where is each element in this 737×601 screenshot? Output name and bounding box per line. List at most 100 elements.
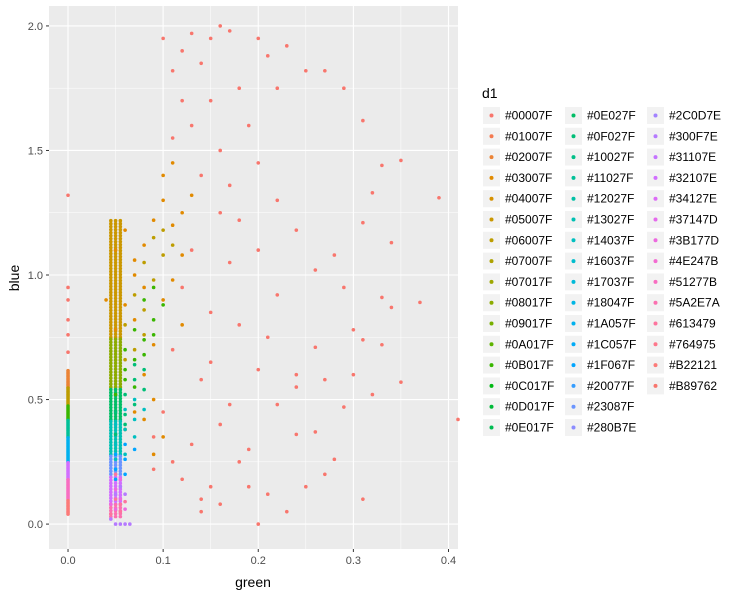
y-tick-label: 1.5	[28, 145, 43, 157]
data-point	[208, 310, 213, 315]
points-layer	[66, 24, 460, 526]
data-point	[208, 98, 213, 103]
data-point	[118, 399, 123, 404]
legend-key-dot	[489, 238, 494, 243]
data-point	[142, 417, 146, 422]
legend-label: #07007F	[505, 254, 552, 268]
data-point	[113, 370, 118, 374]
data-point	[113, 522, 118, 526]
data-point	[113, 452, 118, 457]
data-point	[256, 36, 261, 41]
data-point	[113, 442, 118, 447]
legend-key-dot	[489, 217, 494, 222]
data-point	[256, 248, 261, 252]
data-point	[109, 505, 113, 510]
data-point	[118, 248, 123, 253]
data-point	[113, 346, 118, 351]
x-axis-ticks: 0.0 0.1 0.2 0.3 0.4	[60, 549, 456, 567]
data-point	[180, 210, 184, 215]
data-point	[370, 191, 375, 195]
legend-label: #00007F	[505, 109, 552, 123]
legend-key-dot	[653, 342, 658, 347]
data-point	[113, 402, 118, 407]
data-point	[109, 352, 113, 357]
legend-label: #04007F	[505, 192, 552, 206]
data-point	[118, 493, 123, 497]
data-point	[256, 367, 261, 372]
legend-label: #300F7E	[669, 129, 718, 143]
data-point	[132, 447, 137, 452]
legend-key-dot	[653, 196, 658, 201]
legend-key-dot	[489, 279, 494, 284]
data-point	[109, 408, 113, 413]
data-point	[118, 263, 123, 268]
data-point	[123, 507, 127, 511]
data-point	[132, 273, 137, 277]
legend-key-dot	[653, 175, 658, 180]
data-point	[118, 329, 123, 334]
data-point	[170, 223, 175, 227]
data-point	[294, 385, 299, 389]
data-point	[66, 318, 70, 322]
legend-key-dot	[653, 321, 658, 326]
data-point	[218, 148, 223, 153]
data-point	[161, 36, 165, 41]
data-point	[170, 136, 175, 140]
data-point	[118, 358, 123, 362]
data-point	[294, 228, 299, 232]
data-point	[218, 422, 223, 427]
data-point	[113, 317, 118, 322]
data-point	[109, 358, 113, 362]
data-point	[118, 373, 123, 377]
data-point	[313, 345, 318, 350]
data-point	[109, 248, 113, 253]
data-point	[118, 469, 123, 474]
data-point	[113, 387, 118, 392]
legend-key-dot	[653, 300, 658, 305]
legend-label: #3B177D	[669, 233, 719, 247]
legend-label: #23087F	[587, 400, 634, 414]
data-point	[118, 446, 123, 451]
data-point	[275, 293, 280, 297]
legend-label: #B89762	[669, 379, 717, 393]
data-point	[109, 311, 113, 316]
data-point	[113, 419, 118, 424]
data-point	[132, 347, 137, 352]
data-point	[109, 266, 113, 271]
data-point	[113, 487, 118, 492]
data-point	[142, 367, 146, 372]
data-point	[265, 492, 270, 497]
data-point	[113, 481, 118, 486]
data-point	[113, 323, 118, 328]
data-point	[256, 161, 261, 165]
data-point	[180, 477, 184, 482]
data-point	[304, 484, 308, 489]
data-point	[170, 243, 175, 247]
x-axis-title: green	[235, 574, 271, 590]
legend-key-dot	[571, 113, 576, 118]
data-point	[118, 287, 123, 292]
data-point	[118, 233, 123, 238]
data-point	[142, 352, 146, 357]
data-point	[161, 228, 165, 232]
x-tick-label: 0.3	[346, 555, 361, 567]
data-point	[113, 425, 118, 430]
data-point	[66, 477, 70, 482]
data-point	[113, 251, 118, 256]
data-point	[118, 272, 123, 277]
data-point	[118, 396, 123, 401]
grid-layer	[49, 6, 458, 549]
data-point	[118, 428, 123, 433]
data-point	[118, 227, 123, 232]
legend-key-dot	[489, 155, 494, 160]
data-point	[123, 499, 127, 504]
data-point	[118, 376, 123, 380]
data-point	[180, 323, 184, 327]
data-point	[265, 54, 270, 58]
data-point	[113, 396, 118, 401]
legend-key-dot	[489, 342, 494, 347]
legend-key-dot	[571, 238, 576, 243]
data-point	[142, 337, 146, 342]
data-point	[118, 364, 123, 368]
